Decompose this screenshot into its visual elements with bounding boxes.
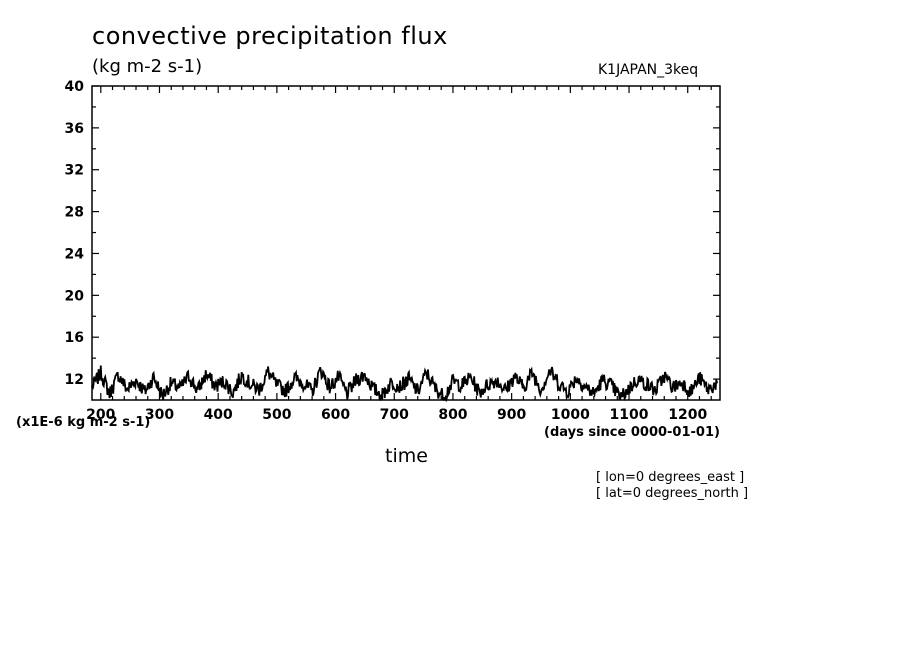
plot-frame	[91, 85, 721, 401]
x-tick-label: 1000	[551, 407, 590, 423]
y-tick-label: 24	[65, 246, 85, 262]
x-tick-label: 500	[262, 407, 291, 423]
x-axis-units: (days since 0000-01-01)	[544, 425, 720, 440]
y-tick-label: 20	[65, 288, 85, 304]
x-tick-label: 300	[145, 407, 174, 423]
series-line	[91, 365, 718, 403]
y-tick-label: 16	[65, 330, 84, 346]
x-tick-label: 800	[438, 407, 467, 423]
chart-units: (kg m-2 s-1)	[92, 56, 203, 77]
x-tick-label: 1100	[610, 407, 649, 423]
y-tick-label: 12	[65, 372, 84, 388]
y-scale-note: (x1E-6 kg m-2 s-1)	[16, 415, 151, 430]
x-tick-label: 600	[321, 407, 350, 423]
tick-labels: 12 16 20 24 28 32 36 40 200 300 400 500 600 700 800 900…	[65, 79, 708, 423]
y-tick-label: 36	[65, 121, 84, 137]
y-tick-label: 28	[65, 205, 84, 221]
note-lat: [ lat=0 degrees_north ]	[596, 486, 749, 501]
x-tick-label: 1200	[668, 407, 707, 423]
chart-title: convective precipitation flux	[92, 22, 448, 50]
note-lon: [ lon=0 degrees_east ]	[596, 470, 745, 485]
y-tick-label: 40	[65, 79, 85, 95]
x-axis-label: time	[385, 445, 428, 467]
x-tick-label: 700	[380, 407, 409, 423]
y-tick-label: 32	[65, 163, 84, 179]
x-tick-label: 900	[497, 407, 526, 423]
dataset-label: K1JAPAN_3keq	[598, 62, 699, 78]
tick-marks	[92, 85, 720, 400]
x-tick-label: 400	[204, 407, 233, 423]
series-layer	[91, 365, 718, 403]
x-tick-label: 200	[86, 407, 115, 423]
